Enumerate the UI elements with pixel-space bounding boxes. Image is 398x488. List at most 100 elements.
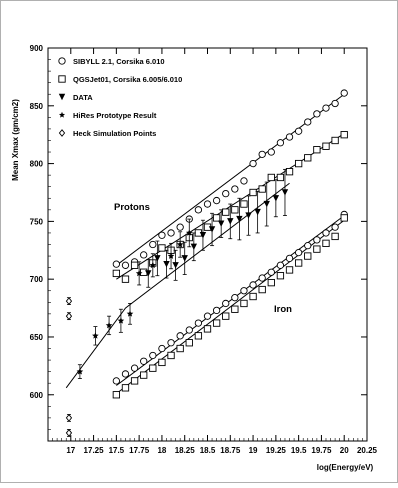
- square-point: [158, 244, 166, 252]
- x-tick-label: 19: [249, 446, 258, 455]
- y-tick-label: 900: [30, 44, 44, 53]
- legend-marker-square: [58, 75, 66, 83]
- square-point: [121, 384, 130, 392]
- annotation-protons: Protons: [114, 202, 150, 213]
- x-tick-label: 18.25: [175, 446, 196, 455]
- circle-point: [140, 251, 148, 259]
- triangle-down-point: [227, 218, 234, 225]
- circle-point: [267, 148, 275, 156]
- circle-point: [304, 118, 312, 126]
- y-tick-label: 700: [30, 275, 44, 284]
- triangle-down-point: [145, 270, 152, 277]
- square-point: [140, 371, 148, 379]
- square-point: [222, 312, 230, 320]
- legend-marker-circle: [58, 57, 66, 65]
- circle-point: [194, 206, 203, 214]
- square-point: [149, 364, 157, 372]
- circle-point: [167, 229, 175, 237]
- square-point: [130, 377, 139, 385]
- y-tick-label: 600: [30, 391, 44, 400]
- circle-point: [158, 344, 166, 353]
- square-point: [167, 351, 175, 360]
- square-point: [258, 185, 266, 193]
- square-point: [158, 358, 166, 367]
- x-tick-label: 17.5: [109, 446, 125, 455]
- annotation-iron: Iron: [274, 304, 292, 315]
- x-tick-label: 17: [66, 446, 75, 455]
- triangle-down-point: [217, 220, 225, 227]
- square-point: [212, 214, 221, 222]
- circle-point: [285, 254, 294, 263]
- x-tick-label: 19.25: [266, 446, 287, 455]
- square-point: [249, 292, 257, 301]
- circle-point: [149, 351, 157, 360]
- triangle-down-point: [154, 255, 161, 262]
- square-point: [231, 305, 239, 313]
- circle-point: [185, 326, 193, 334]
- circle-point: [222, 299, 230, 308]
- square-point: [176, 344, 184, 353]
- square-point: [331, 232, 339, 241]
- x-tick-label: 17.25: [84, 446, 105, 455]
- square-point: [294, 159, 303, 168]
- triangle-down-point: [281, 189, 289, 196]
- square-point: [240, 200, 248, 208]
- square-point: [240, 299, 248, 308]
- circle-point: [249, 281, 257, 289]
- square-point: [194, 332, 203, 340]
- x-axis-title: log(Energy/eV): [317, 463, 374, 472]
- x-tick-label: 19.5: [291, 446, 307, 455]
- square-point: [304, 252, 312, 260]
- legend-label: DATA: [73, 93, 93, 102]
- legend: SIBYLL 2.1, Corsika 6.010 QGSJet01, Corsi…: [58, 57, 182, 138]
- y-tick-label: 650: [30, 333, 44, 342]
- star-point: [135, 269, 143, 277]
- square-point: [267, 173, 275, 182]
- circle-point: [294, 127, 303, 135]
- square-point: [121, 275, 130, 283]
- circle-point: [240, 287, 248, 295]
- circle-point: [231, 294, 239, 302]
- x-tick-label: 18.5: [200, 446, 216, 455]
- square-point: [276, 173, 285, 182]
- circle-point: [331, 99, 339, 108]
- x-tick-label: 18.75: [220, 446, 241, 455]
- triangle-down-point: [163, 260, 170, 268]
- diamond-point: [65, 312, 73, 321]
- circle-point: [294, 248, 303, 257]
- circle-point: [231, 185, 239, 193]
- triangle-down-point: [245, 212, 252, 219]
- legend-label: SIBYLL 2.1, Corsika 6.010: [73, 57, 165, 66]
- square-point: [285, 168, 294, 176]
- square-point: [112, 269, 121, 278]
- triangle-down-point: [190, 243, 198, 251]
- triangle-down-point: [172, 262, 179, 269]
- circle-point: [194, 319, 203, 327]
- x-tick-label: 20.25: [357, 446, 378, 455]
- square-point: [313, 245, 321, 253]
- circle-point: [121, 261, 130, 269]
- circle-point: [203, 312, 212, 320]
- square-point: [249, 188, 257, 197]
- square-point: [112, 391, 121, 399]
- triangle-down-point: [181, 255, 188, 262]
- circle-point: [167, 339, 175, 347]
- circle-point: [212, 306, 221, 315]
- circle-point: [258, 150, 266, 158]
- circle-point: [121, 370, 130, 378]
- data-marks: [65, 89, 348, 437]
- circle-point: [331, 223, 339, 231]
- circle-point: [112, 377, 121, 385]
- square-point: [304, 154, 312, 162]
- legend-label: HiRes Prototype Result: [73, 111, 157, 120]
- star-point: [105, 321, 113, 329]
- circle-point: [222, 189, 230, 198]
- square-point: [322, 142, 330, 150]
- circle-point: [212, 196, 221, 205]
- star-point: [167, 252, 175, 259]
- circle-point: [249, 159, 257, 168]
- circle-point: [276, 261, 285, 269]
- triangle-down-point: [208, 226, 216, 233]
